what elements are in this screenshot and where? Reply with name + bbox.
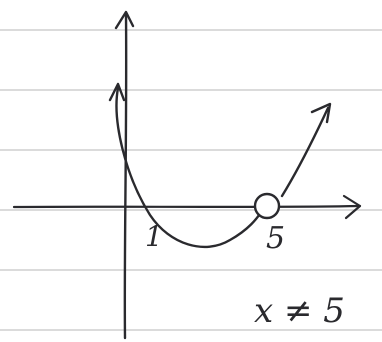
y-axis-arrowhead — [114, 10, 135, 30]
x-intercept-label-5: 5 — [266, 221, 285, 256]
open-circle-hole — [253, 192, 281, 220]
y-axis — [114, 10, 135, 340]
domain-restriction-note: x ≠ 5 — [254, 291, 345, 331]
curve-left-arrowhead — [108, 82, 126, 102]
x-axis-arrowhead — [342, 194, 362, 220]
x-intercept-label-1: 1 — [145, 220, 163, 253]
curve-right-arrowhead — [310, 102, 332, 124]
parabola-curve — [108, 82, 332, 248]
x-axis — [12, 194, 362, 220]
notebook-rules — [0, 29, 382, 331]
